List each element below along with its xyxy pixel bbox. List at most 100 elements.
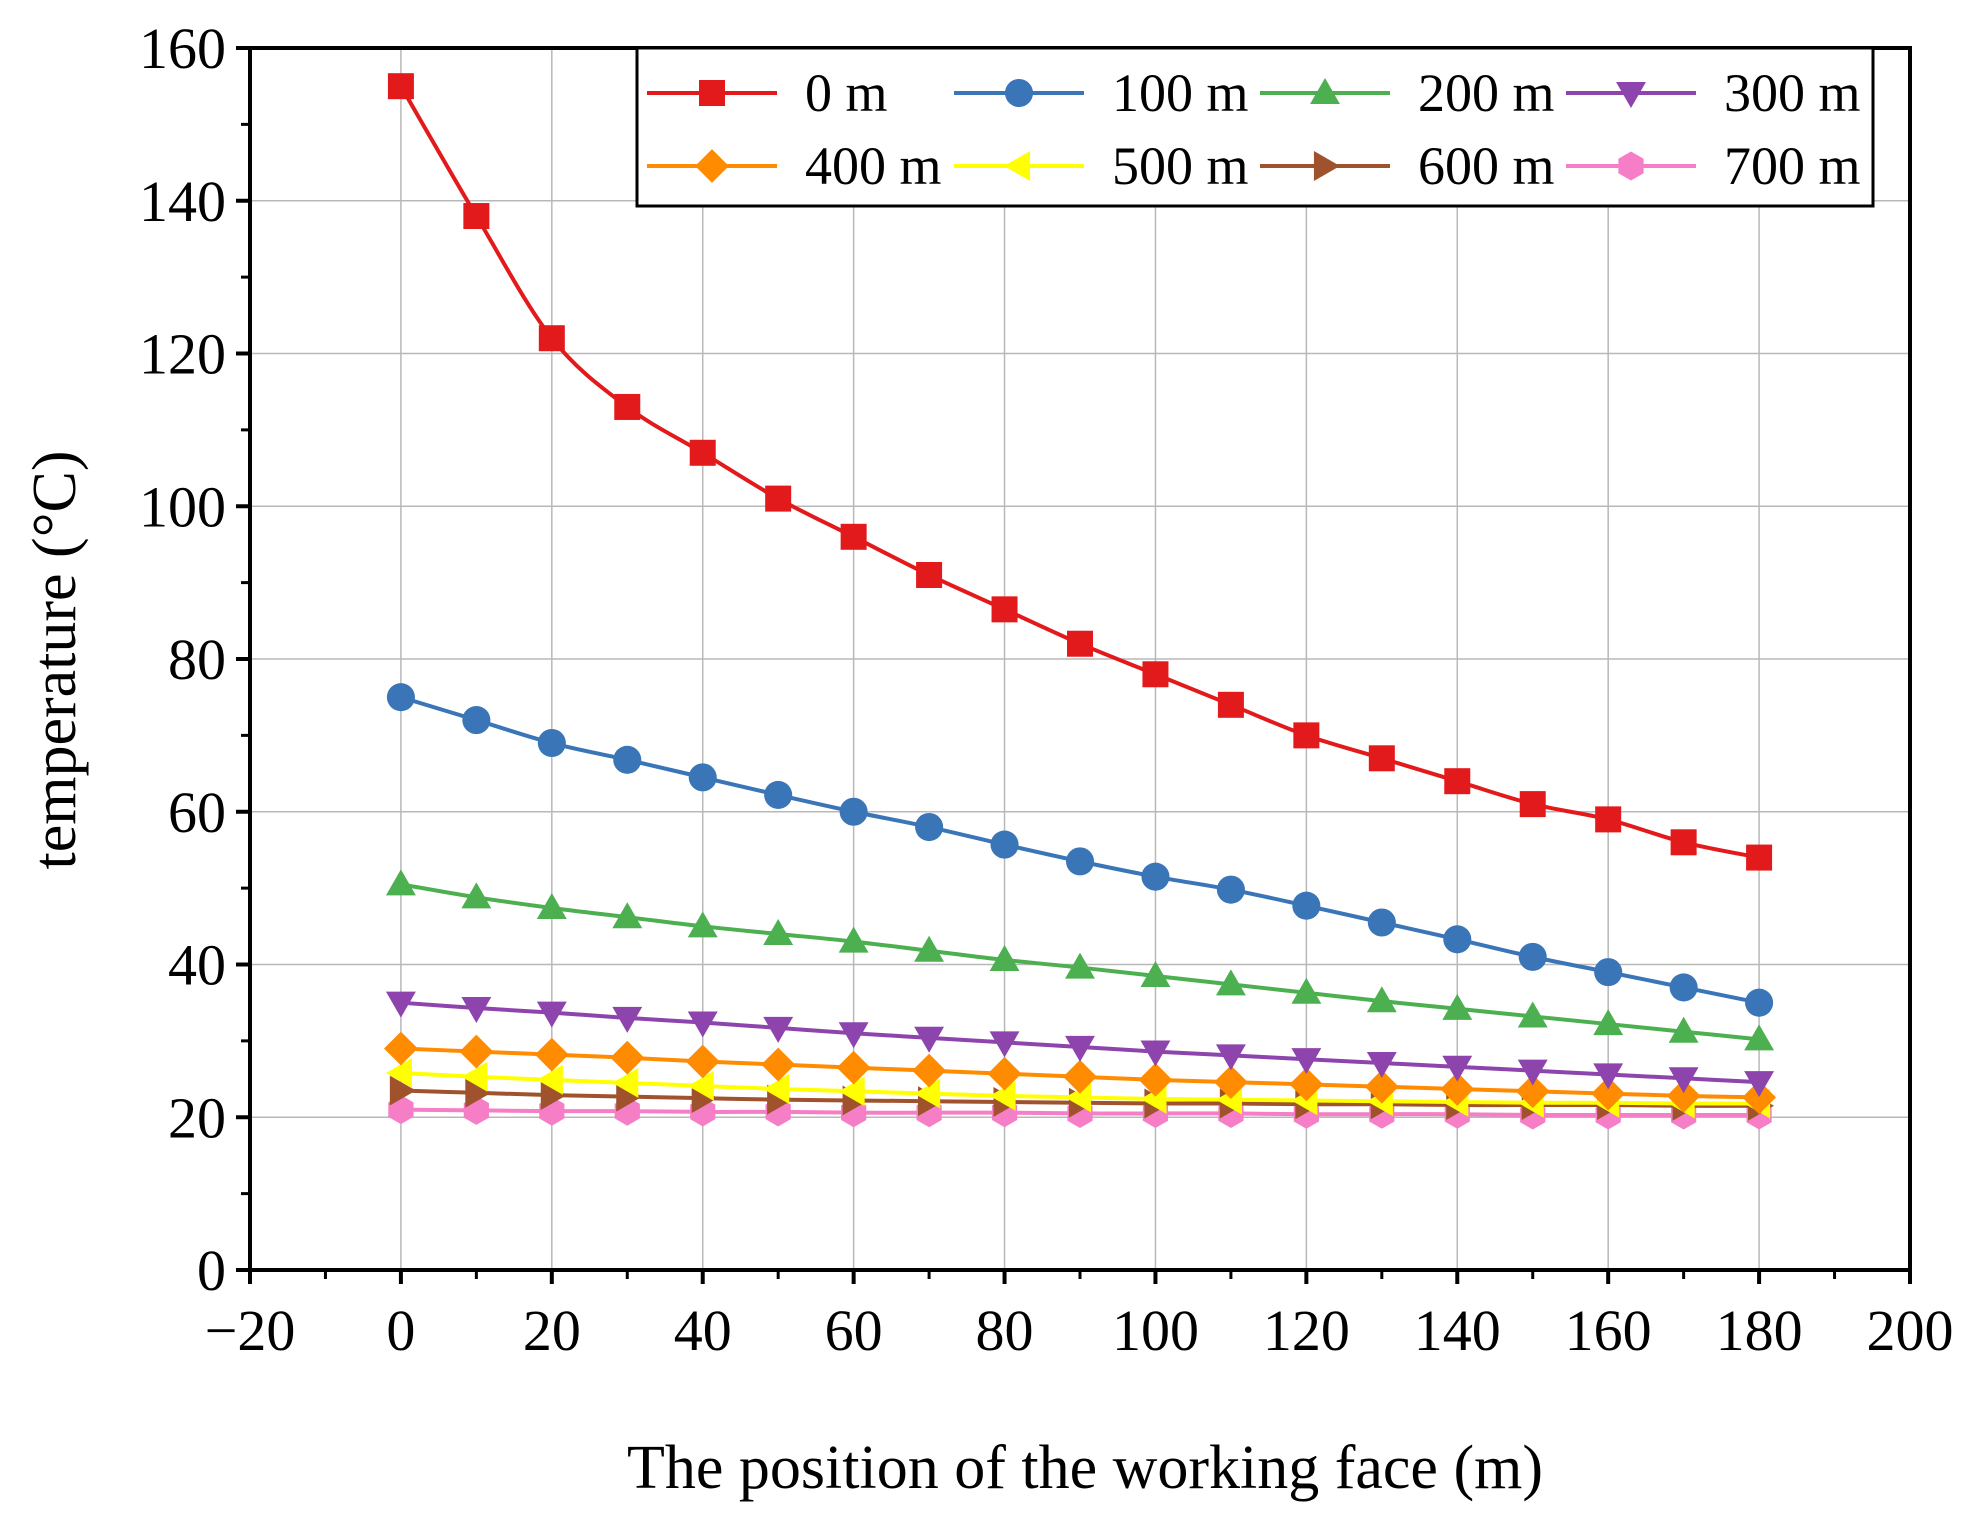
y-tick-label: 140 xyxy=(139,169,226,234)
legend-entry-600m: 600 m xyxy=(1260,136,1555,196)
data-point-500m xyxy=(687,1070,714,1101)
series-line-0m xyxy=(399,85,1760,860)
data-point-200m xyxy=(989,944,1020,971)
data-point-200m xyxy=(838,926,869,953)
data-point-100m xyxy=(915,812,944,842)
data-point-400m xyxy=(534,1037,569,1072)
data-point-0m xyxy=(1293,722,1320,749)
data-point-100m xyxy=(386,683,415,712)
data-point-300m xyxy=(1744,1071,1775,1098)
data-point-200m xyxy=(1065,952,1095,979)
legend-label-700m: 700 m xyxy=(1724,136,1861,196)
legend-label-300m: 300 m xyxy=(1724,63,1861,123)
x-tick-label: 20 xyxy=(523,1298,581,1363)
data-point-200m xyxy=(536,893,567,920)
y-tick-label: 160 xyxy=(139,16,226,81)
series-layer xyxy=(384,73,1776,1130)
data-point-400m xyxy=(1515,1074,1550,1109)
legend-marker-400m xyxy=(695,149,729,183)
data-point-0m xyxy=(1217,691,1244,718)
legend-label-500m: 500 m xyxy=(1112,136,1249,196)
data-point-0m xyxy=(463,203,490,230)
series-0m xyxy=(387,73,1773,871)
data-point-300m xyxy=(536,1001,567,1028)
data-point-0m xyxy=(916,561,943,588)
data-point-400m xyxy=(685,1044,720,1079)
y-tick-label: 0 xyxy=(197,1238,226,1303)
data-point-400m xyxy=(459,1034,494,1069)
data-point-500m xyxy=(385,1058,412,1088)
legend-entry-100m: 100 m xyxy=(954,63,1249,123)
series-200m xyxy=(385,869,1775,1051)
legend-label-400m: 400 m xyxy=(805,136,942,196)
data-point-300m xyxy=(763,1016,794,1043)
data-point-0m xyxy=(1142,661,1169,688)
data-point-300m xyxy=(385,991,416,1018)
data-point-500m xyxy=(914,1078,941,1109)
data-point-100m xyxy=(1141,862,1170,891)
data-point-200m xyxy=(763,919,794,945)
x-axis-tick-labels: −20 0 20 40 60 80 100 120 140 160 180 200 xyxy=(205,1298,1954,1363)
data-point-300m xyxy=(1593,1063,1624,1090)
data-point-100m xyxy=(613,745,642,774)
data-point-500m xyxy=(763,1074,790,1104)
series-100m xyxy=(386,683,1774,1017)
legend-entry-300m: 300 m xyxy=(1566,63,1861,123)
data-point-200m xyxy=(1668,1016,1699,1043)
data-point-400m xyxy=(836,1050,871,1085)
data-point-100m xyxy=(1443,925,1472,954)
data-point-200m xyxy=(1366,986,1397,1013)
legend-marker-0m xyxy=(699,80,725,106)
x-tick-label: 80 xyxy=(976,1298,1034,1363)
data-point-100m xyxy=(1745,988,1774,1017)
data-point-400m xyxy=(610,1040,645,1075)
data-point-100m xyxy=(1594,958,1623,987)
ticks xyxy=(236,46,1912,1284)
data-point-400m xyxy=(1289,1067,1324,1102)
y-tick-label: 60 xyxy=(168,780,226,845)
data-point-0m xyxy=(765,485,792,512)
x-tick-label: 120 xyxy=(1263,1298,1350,1363)
data-point-300m xyxy=(1140,1040,1171,1067)
data-point-0m xyxy=(689,439,716,466)
data-point-600m xyxy=(389,1075,416,1106)
legend-entry-700m: 700 m xyxy=(1566,136,1861,196)
legend-label-100m: 100 m xyxy=(1112,63,1249,123)
data-point-200m xyxy=(385,869,416,896)
data-point-200m xyxy=(612,902,643,929)
data-point-400m xyxy=(912,1053,946,1088)
data-point-400m xyxy=(1666,1078,1701,1113)
data-point-0m xyxy=(1519,791,1546,818)
legend-entry-0m: 0 m xyxy=(647,63,888,123)
data-point-400m xyxy=(761,1047,796,1082)
legend-marker-700m xyxy=(1618,151,1644,181)
legend-marker-200m xyxy=(1310,78,1340,105)
data-point-0m xyxy=(1368,745,1395,772)
data-point-200m xyxy=(1744,1024,1775,1051)
data-point-300m xyxy=(1442,1055,1473,1082)
data-point-300m xyxy=(612,1006,643,1033)
data-point-500m xyxy=(612,1067,639,1098)
data-point-600m xyxy=(540,1080,567,1111)
data-point-0m xyxy=(991,596,1018,623)
legend: 0 m 100 m 200 m 300 m 400 m 500 m 600 m 700 m xyxy=(635,46,1875,208)
data-point-200m xyxy=(914,935,945,962)
x-tick-label: 200 xyxy=(1867,1298,1954,1363)
data-point-300m xyxy=(1668,1067,1699,1094)
y-axis-tick-labels: 0 20 40 60 80 100 120 140 160 xyxy=(139,16,226,1303)
data-point-100m xyxy=(1065,847,1095,876)
data-point-500m xyxy=(461,1061,488,1092)
data-point-500m xyxy=(838,1076,865,1107)
data-point-600m xyxy=(465,1077,492,1108)
data-point-500m xyxy=(536,1064,563,1095)
data-point-200m xyxy=(1517,1001,1548,1028)
y-tick-label: 100 xyxy=(139,474,226,539)
data-point-400m xyxy=(1214,1065,1248,1100)
legend-marker-500m xyxy=(1004,151,1031,181)
data-point-100m xyxy=(990,830,1019,859)
data-point-300m xyxy=(1215,1044,1246,1071)
series-300m xyxy=(385,991,1775,1098)
legend-entry-500m: 500 m xyxy=(954,136,1249,196)
data-point-400m xyxy=(1440,1072,1475,1106)
